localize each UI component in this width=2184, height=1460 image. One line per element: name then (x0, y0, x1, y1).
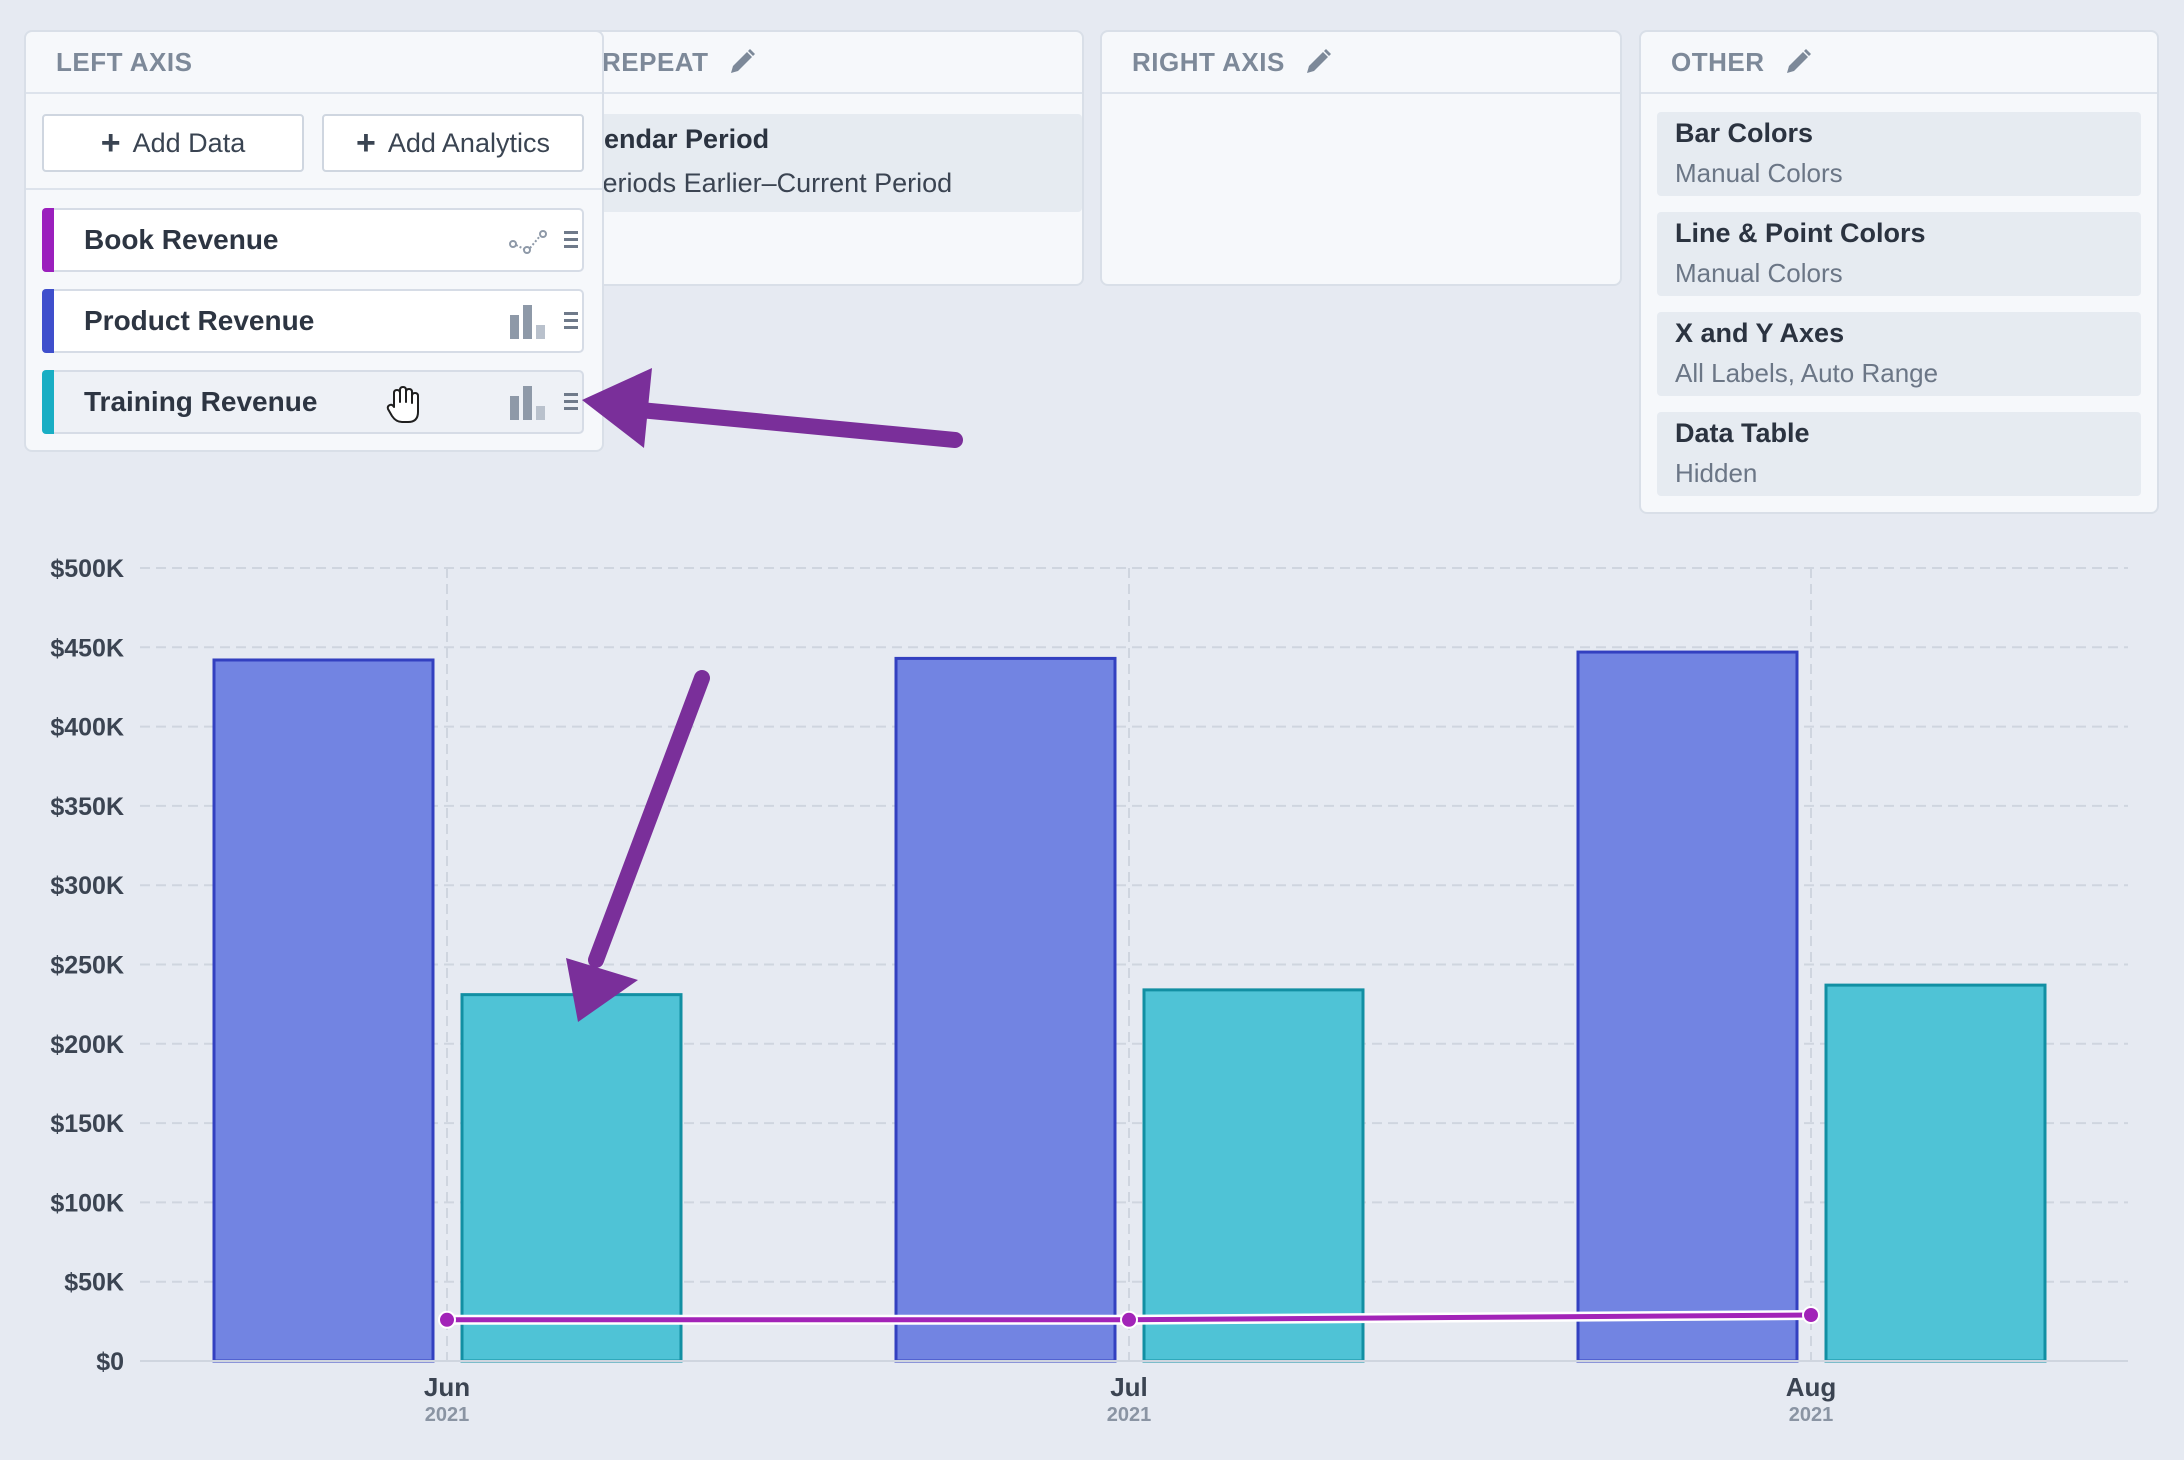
series-color-swatch (42, 289, 54, 353)
drag-handle-icon[interactable] (562, 391, 580, 413)
bar-product-revenue (894, 656, 1117, 1363)
other-item-title: Bar Colors (1675, 118, 1814, 148)
right-axis-header: RIGHT AXIS (1102, 32, 1620, 94)
x-tick-label: Aug (1786, 1372, 1837, 1402)
bar-training-revenue (460, 993, 683, 1363)
x-tick-year: 2021 (1107, 1404, 1152, 1426)
repeat-header: REPEAT (562, 32, 1082, 94)
revenue-chart: $0 $50K $100K $150K $200K $250K $300K $350K $400… (50, 555, 2128, 1426)
add-analytics-label: Add Analytics (387, 127, 550, 158)
other-item-title: Data Table (1675, 418, 1810, 448)
series-label: Training Revenue (84, 386, 318, 417)
other-panel: OTHER Bar Colors Manual Colors Line & Po… (1639, 30, 2159, 514)
x-tick-label: Jun (424, 1372, 470, 1402)
pencil-icon[interactable] (1303, 47, 1333, 77)
other-item-title: X and Y Axes (1675, 318, 1845, 348)
bar-product-revenue (1576, 650, 1799, 1363)
series-item-training-revenue[interactable]: Training Revenue (42, 370, 584, 434)
y-tick-label: $450K (50, 634, 124, 662)
bar-training-revenue (1142, 988, 1365, 1363)
x-tick-label: Jul (1110, 1372, 1148, 1402)
other-item-subtitle: All Labels, Auto Range (1675, 358, 1939, 388)
y-tick-label: $250K (50, 952, 124, 980)
left-axis-header: LEFT AXIS (26, 32, 602, 94)
other-item-line-point-colors[interactable]: Line & Point Colors Manual Colors (1657, 212, 2141, 296)
other-item-axes[interactable]: X and Y Axes All Labels, Auto Range (1657, 312, 2141, 396)
line-point (1120, 1310, 1138, 1329)
y-tick-label: $350K (50, 793, 124, 821)
bar-series-icon[interactable] (506, 299, 550, 343)
other-title: OTHER (1671, 46, 1765, 77)
y-tick-label: $400K (50, 714, 124, 742)
series-item-book-revenue[interactable]: Book Revenue (42, 208, 584, 272)
add-analytics-button[interactable]: + Add Analytics (322, 114, 584, 172)
other-item-subtitle: Hidden (1675, 458, 1758, 488)
other-header: OTHER (1641, 32, 2157, 94)
left-axis-panel: LEFT AXIS + Add Data + Add Analytics Boo… (24, 30, 604, 452)
x-tick-year: 2021 (1789, 1404, 1834, 1426)
other-item-subtitle: Manual Colors (1675, 258, 1843, 288)
line-series-icon[interactable] (506, 218, 550, 262)
plus-icon: + (100, 124, 121, 162)
other-item-bar-colors[interactable]: Bar Colors Manual Colors (1657, 112, 2141, 196)
other-item-subtitle: Manual Colors (1675, 158, 1843, 188)
y-tick-label: $150K (50, 1110, 124, 1138)
other-item-title: Line & Point Colors (1675, 218, 1926, 248)
y-tick-label: $300K (50, 872, 124, 900)
series-color-swatch (42, 370, 54, 434)
line-point (1802, 1306, 1820, 1325)
y-tick-label: $50K (64, 1269, 124, 1297)
drag-handle-icon[interactable] (562, 229, 580, 251)
right-axis-title: RIGHT AXIS (1132, 46, 1285, 77)
repeat-item[interactable]: Calendar Period 2 Periods Earlier–Curren… (562, 114, 1082, 212)
line-point (438, 1310, 456, 1329)
bar-training-revenue (1824, 983, 2047, 1363)
bar-product-revenue (212, 658, 435, 1363)
left-axis-title: LEFT AXIS (56, 46, 193, 77)
hand-cursor-icon (386, 386, 419, 423)
y-tick-label: $200K (50, 1031, 124, 1059)
series-label: Book Revenue (84, 224, 279, 255)
y-tick-label: $0 (96, 1348, 124, 1376)
series-color-swatch (42, 208, 54, 272)
plus-icon: + (356, 124, 376, 162)
divider (26, 188, 602, 190)
series-label: Product Revenue (84, 305, 315, 336)
y-tick-label: $100K (50, 1189, 124, 1217)
series-item-product-revenue[interactable]: Product Revenue (42, 289, 584, 353)
x-tick-year: 2021 (425, 1404, 470, 1426)
repeat-title: REPEAT (602, 46, 709, 77)
pencil-icon[interactable] (727, 47, 757, 77)
bar-series-icon[interactable] (506, 380, 550, 424)
right-axis-panel: RIGHT AXIS (1100, 30, 1622, 286)
pencil-icon[interactable] (1783, 47, 1813, 77)
other-item-data-table[interactable]: Data Table Hidden (1657, 412, 2141, 496)
y-tick-label: $500K (50, 555, 124, 583)
add-data-label: Add Data (132, 127, 246, 158)
annotation-arrow-series (582, 368, 963, 448)
add-data-button[interactable]: + Add Data (42, 114, 304, 172)
drag-handle-icon[interactable] (562, 310, 580, 332)
repeat-panel: REPEAT Calendar Period 2 Periods Earlier… (560, 30, 1084, 286)
repeat-item-subtitle: 2 Periods Earlier–Current Period (562, 168, 953, 198)
